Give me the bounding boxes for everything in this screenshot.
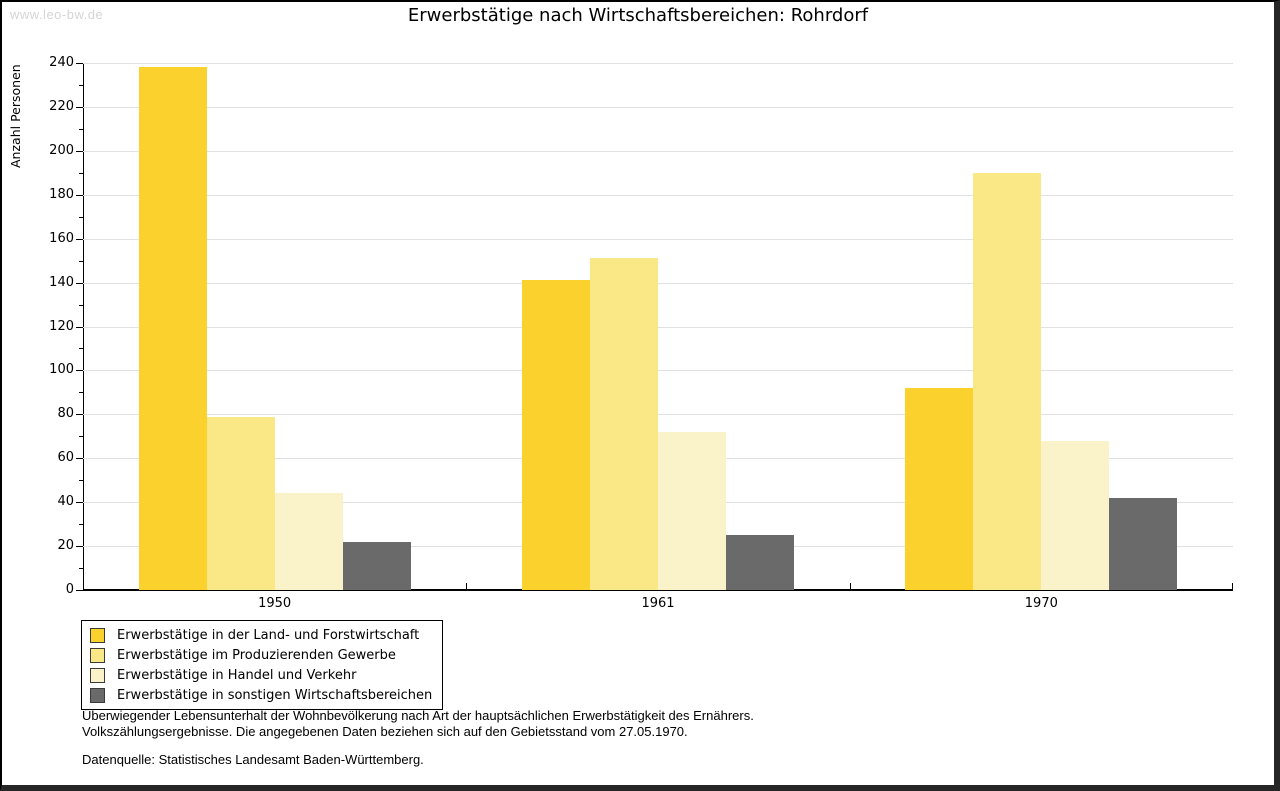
y-tick-240 [76, 63, 83, 64]
y-tick-20 [76, 546, 83, 548]
bar-1961-s1 [522, 280, 590, 590]
legend-swatch-2 [90, 647, 105, 663]
legend-label-4: Erwerbstätige in sonstigen Wirtschaftsbe… [117, 687, 433, 703]
watermark: www.leo-bw.de [10, 7, 104, 22]
footer-line-1: Überwiegender Lebensunterhalt der Wohnbe… [82, 708, 754, 723]
y-minor-tick-230 [79, 84, 83, 86]
x-label-1961: 1961 [641, 596, 675, 611]
y-minor-tick-190 [79, 172, 83, 174]
gridline-240 [83, 63, 1233, 64]
y-tick-label-0: 0 [65, 582, 74, 597]
y-tick-40 [76, 502, 83, 504]
legend-label-3: Erwerbstätige in Handel und Verkehr [117, 667, 357, 683]
y-tick-200 [76, 150, 83, 152]
legend-box: Erwerbstätige in der Land- und Forstwirt… [81, 620, 444, 710]
y-minor-tick-170 [79, 216, 83, 218]
y-tick-label-220: 220 [49, 98, 74, 114]
plot-area [76, 63, 1233, 591]
y-tick-100 [76, 370, 83, 372]
gridline-160 [83, 238, 1233, 240]
x-boundary-tick-2 [850, 583, 851, 590]
legend-item-4: Erwerbstätige in sonstigen Wirtschaftsbe… [90, 685, 432, 705]
gridline-200 [83, 150, 1233, 152]
y-minor-tick-90 [79, 392, 83, 394]
y-tick-220 [76, 106, 83, 108]
y-tick-label-120: 120 [49, 318, 74, 334]
y-tick-label-180: 180 [49, 186, 74, 202]
bar-1970-s1 [905, 387, 974, 590]
y-tick-label-140: 140 [49, 274, 74, 290]
y-tick-80 [76, 414, 83, 416]
bar-1950-s4 [342, 541, 411, 590]
gridline-140 [83, 282, 1233, 284]
x-label-1970: 1970 [1024, 596, 1058, 611]
y-tick-120 [76, 326, 83, 328]
y-tick-label-160: 160 [49, 230, 74, 246]
y-minor-tick-150 [79, 260, 83, 262]
legend-label-2: Erwerbstätige im Produzierenden Gewerbe [117, 647, 396, 663]
y-minor-tick-50 [79, 480, 83, 482]
footer-line-2: Volkszählungsergebnisse. Die angegebenen… [82, 723, 688, 739]
legend-swatch-4 [90, 687, 105, 703]
bar-1961-s4 [726, 535, 794, 590]
footer-notes: Überwiegender Lebensunterhalt der Wohnbe… [82, 708, 754, 768]
x-boundary-tick-0 [83, 583, 84, 590]
gridline-100 [83, 370, 1233, 372]
bar-1970-s2 [973, 172, 1042, 590]
x-label-1950: 1950 [258, 596, 292, 611]
data-source: Datenquelle: Statistisches Landesamt Bad… [82, 752, 424, 767]
y-tick-0 [76, 590, 83, 591]
y-tick-160 [76, 238, 83, 240]
y-tick-label-60: 60 [57, 450, 74, 466]
y-minor-tick-30 [79, 524, 83, 526]
bar-1950-s1 [138, 67, 207, 590]
legend-label-1: Erwerbstätige in der Land- und Forstwirt… [117, 627, 420, 643]
y-tick-140 [76, 282, 83, 284]
y-tick-60 [76, 458, 83, 460]
legend-item-3: Erwerbstätige in Handel und Verkehr [90, 665, 432, 685]
gridline-180 [83, 194, 1233, 196]
bar-1950-s3 [274, 493, 343, 590]
bar-1961-s3 [658, 431, 726, 590]
bar-1950-s2 [206, 416, 275, 590]
y-tick-180 [76, 194, 83, 196]
y-tick-label-240: 240 [49, 55, 74, 70]
y-minor-tick-70 [79, 436, 83, 438]
bar-1970-s3 [1041, 440, 1110, 590]
y-tick-label-80: 80 [57, 406, 74, 422]
y-tick-label-40: 40 [57, 494, 74, 510]
legend-item-1: Erwerbstätige in der Land- und Forstwirt… [90, 625, 432, 645]
y-minor-tick-210 [79, 128, 83, 130]
y-tick-label-200: 200 [49, 142, 74, 158]
y-tick-label-20: 20 [57, 538, 74, 554]
gridline-120 [83, 326, 1233, 328]
legend-swatch-3 [90, 667, 105, 683]
x-axis-line [83, 589, 1233, 591]
gridline-220 [83, 106, 1233, 108]
bar-1961-s2 [590, 258, 658, 590]
x-boundary-tick-1 [466, 583, 467, 590]
gridline-80 [83, 414, 1233, 416]
y-minor-tick-110 [79, 348, 83, 350]
chart-title: Erwerbstätige nach Wirtschaftsbereichen:… [407, 5, 869, 26]
x-boundary-tick-3 [1232, 583, 1233, 590]
bar-1970-s4 [1109, 497, 1178, 590]
y-tick-label-100: 100 [49, 362, 74, 378]
legend-item-2: Erwerbstätige im Produzierenden Gewerbe [90, 645, 432, 665]
y-minor-tick-130 [79, 304, 83, 306]
legend-swatch-1 [90, 627, 105, 643]
y-axis-label: Anzahl Personen [8, 64, 23, 168]
y-minor-tick-10 [79, 568, 83, 570]
